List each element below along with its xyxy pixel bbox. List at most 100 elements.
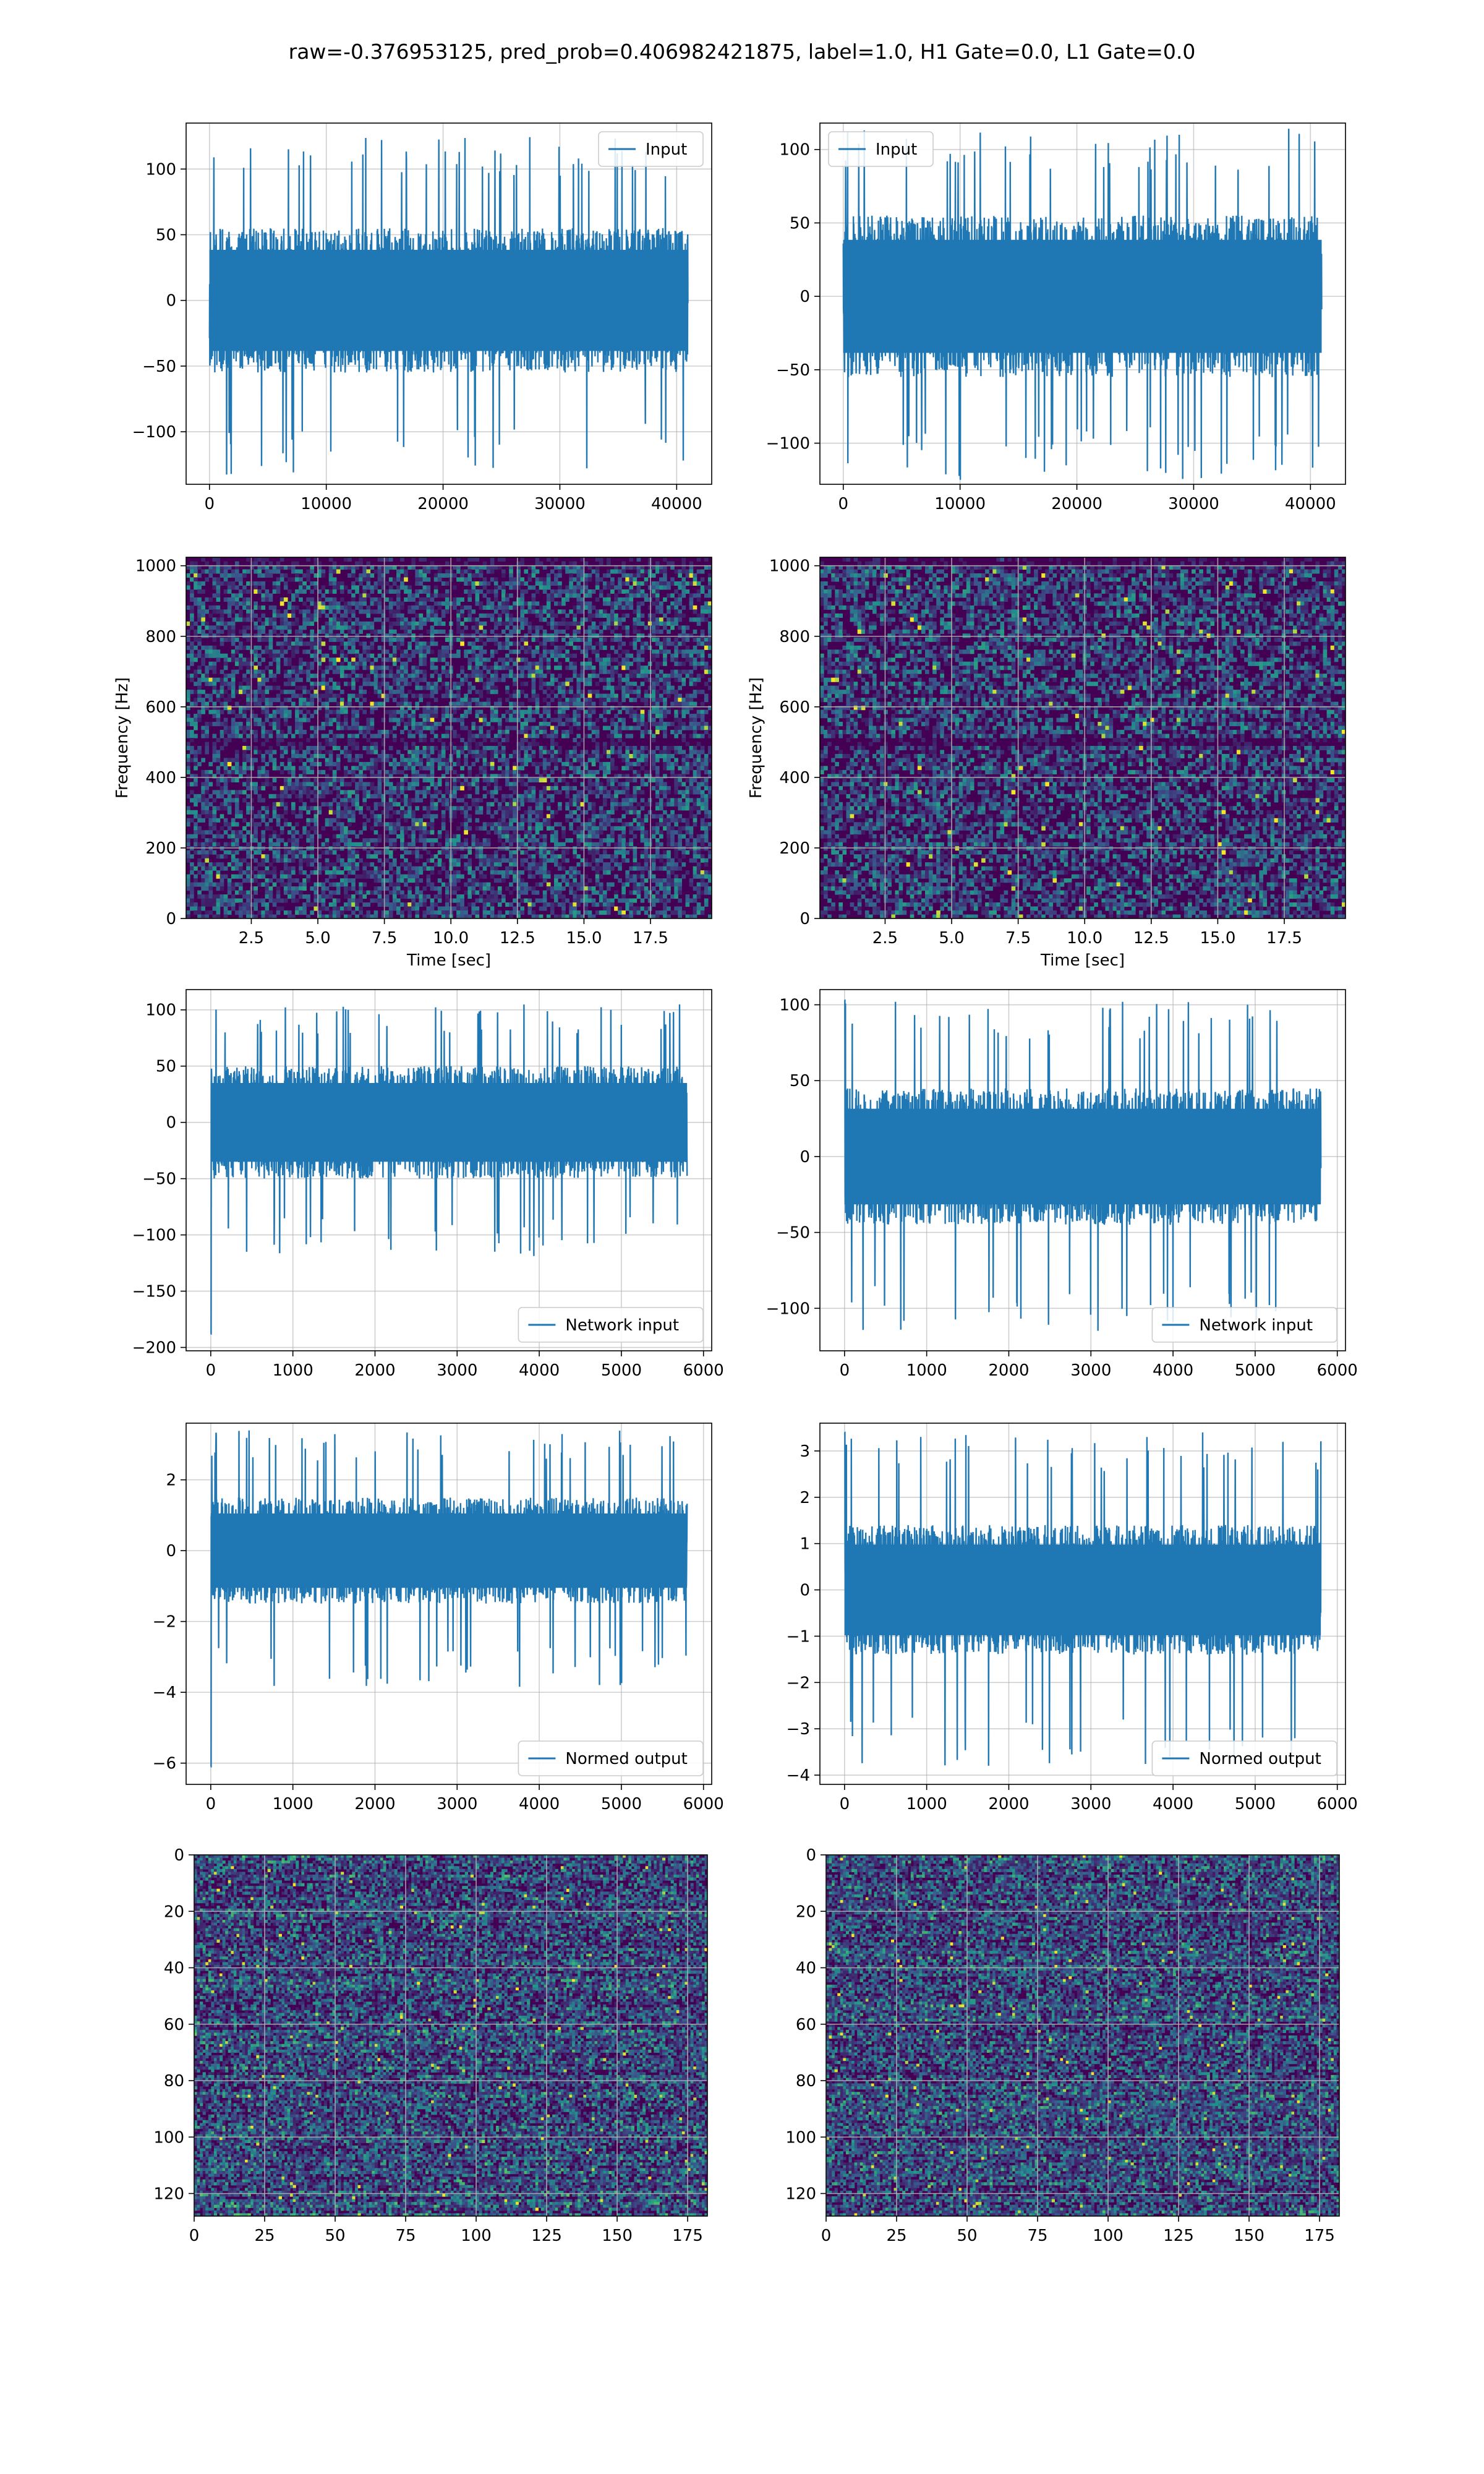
x-tick-label: 5000 <box>1235 1795 1276 1813</box>
y-tick-label: 3 <box>800 1442 810 1461</box>
x-tick-label: 17.5 <box>1266 929 1302 948</box>
legend-box <box>828 131 934 167</box>
legend: Network input <box>1151 1307 1337 1343</box>
x-tick-label: 20000 <box>1051 495 1102 513</box>
x-tick-label: 100 <box>461 2227 492 2245</box>
y-tick-label: 600 <box>779 698 810 717</box>
y-tick-label: 60 <box>164 2016 184 2034</box>
y-tick-label: −3 <box>787 1720 810 1739</box>
x-tick-label: 50 <box>325 2227 345 2245</box>
legend-label: Input <box>646 140 687 159</box>
x-tick-label: 10000 <box>301 495 352 513</box>
y-tick-label: −50 <box>142 357 176 376</box>
x-tick-label: 5.0 <box>305 929 330 948</box>
series-band <box>843 239 1322 353</box>
x-tick-label: 10000 <box>934 495 986 513</box>
x-tick-label: 0 <box>189 2227 200 2245</box>
x-tick-label: 3000 <box>437 1361 477 1380</box>
x-tick-label: 5000 <box>1235 1361 1276 1380</box>
series-band <box>210 1513 688 1588</box>
y-tick-label: −200 <box>132 1339 176 1358</box>
x-tick-label: 125 <box>1163 2227 1194 2245</box>
series-band <box>844 1108 1321 1205</box>
x-tick-label: 0 <box>840 1795 850 1813</box>
y-tick-label: 2 <box>800 1489 810 1507</box>
x-tick-label: 40000 <box>651 495 702 513</box>
plot-area <box>826 1855 1339 2216</box>
x-tick-label: 0 <box>205 495 215 513</box>
x-tick-label: 5.0 <box>939 929 964 948</box>
chart-l1-spectrogram: 2.5 5.0 7.5 10.0 12.5 15.0 17.5 0 200 400 600 800 10… <box>747 557 1346 970</box>
x-tick-label: 0 <box>840 1361 850 1380</box>
y-tick-label: −4 <box>153 1684 176 1702</box>
y-tick-label: 100 <box>153 2128 184 2147</box>
axes-frame <box>194 1854 708 2217</box>
y-tick-label: 100 <box>145 1001 176 1020</box>
legend-label: Input <box>876 140 917 159</box>
series-band <box>210 1083 688 1162</box>
legend-box <box>518 1307 704 1343</box>
x-tick-label: 4000 <box>1153 1795 1193 1813</box>
y-tick-label: 400 <box>145 769 176 787</box>
y-tick-label: 0 <box>806 1846 816 1865</box>
legend-box <box>518 1740 704 1776</box>
y-tick-label: 0 <box>166 292 176 310</box>
series-band <box>209 249 688 351</box>
plot-area <box>186 1423 712 1784</box>
y-tick-label: 0 <box>800 1582 810 1600</box>
x-tick-label: 125 <box>531 2227 562 2245</box>
y-tick-label: −50 <box>776 361 810 380</box>
x-tick-label: 75 <box>395 2227 416 2245</box>
legend-box <box>1151 1740 1337 1776</box>
chart-h1-network-input: 0 1000 2000 3000 4000 5000 6000−200−150−100−50… <box>132 989 724 1380</box>
y-tick-label: 200 <box>145 839 176 858</box>
x-tick-label: 3000 <box>1070 1795 1111 1813</box>
legend: Normed output <box>1151 1740 1337 1776</box>
axes-frame <box>819 1423 1346 1785</box>
axes-frame <box>825 1854 1340 2217</box>
y-tick-label: 0 <box>174 1846 184 1865</box>
y-tick-label: 20 <box>796 1903 816 1921</box>
plot-area <box>194 1855 707 2216</box>
plot-area <box>186 557 712 918</box>
legend: Input <box>828 131 934 167</box>
chart-l1-normed-output: 0 1000 2000 3000 4000 5000 6000 −4 −3 −2 −1 0 1 2 3 Nor… <box>787 1423 1358 1813</box>
y-tick-label: 600 <box>145 698 176 717</box>
x-tick-label: 20000 <box>417 495 469 513</box>
x-tick-label: 30000 <box>1168 495 1219 513</box>
x-tick-label: 7.5 <box>1005 929 1031 948</box>
x-tick-label: 4000 <box>519 1361 560 1380</box>
y-tick-label: 1000 <box>769 557 810 576</box>
x-tick-label: 0 <box>206 1361 216 1380</box>
x-tick-label: 1000 <box>273 1795 313 1813</box>
y-tick-label: −100 <box>132 1226 176 1245</box>
plot-area <box>820 990 1345 1351</box>
x-tick-label: 5000 <box>601 1795 642 1813</box>
series-line <box>210 1004 688 1335</box>
x-tick-label: 175 <box>1304 2227 1335 2245</box>
y-tick-label: 60 <box>796 2016 816 2034</box>
axes-frame <box>819 989 1346 1351</box>
plot-area <box>186 123 712 484</box>
y-tick-label: −2 <box>153 1613 176 1632</box>
legend-label: Normed output <box>565 1750 687 1768</box>
x-tick-label: 0 <box>838 495 849 513</box>
x-tick-label: 0 <box>206 1795 216 1813</box>
x-tick-label: 12.5 <box>1133 929 1169 948</box>
y-tick-label: −4 <box>787 1766 810 1785</box>
x-tick-label: 10.0 <box>433 929 469 948</box>
x-tick-label: 12.5 <box>500 929 535 948</box>
y-tick-label: −50 <box>142 1170 176 1189</box>
legend: Normed output <box>518 1740 704 1776</box>
y-tick-label: 50 <box>790 214 810 233</box>
y-tick-label: 0 <box>800 288 810 306</box>
y-tick-label: 0 <box>800 910 810 928</box>
plot-area <box>820 123 1345 484</box>
chart-h1-input: 0 10000 20000 30000 40000 −100 −50 0 50 100 Input <box>132 122 712 513</box>
y-tick-label: 80 <box>164 2072 184 2091</box>
x-tick-label: 17.5 <box>633 929 668 948</box>
y-tick-label: −150 <box>132 1283 176 1301</box>
y-tick-label: −100 <box>766 435 810 453</box>
y-tick-label: 800 <box>145 628 176 646</box>
x-tick-label: 1000 <box>906 1795 947 1813</box>
